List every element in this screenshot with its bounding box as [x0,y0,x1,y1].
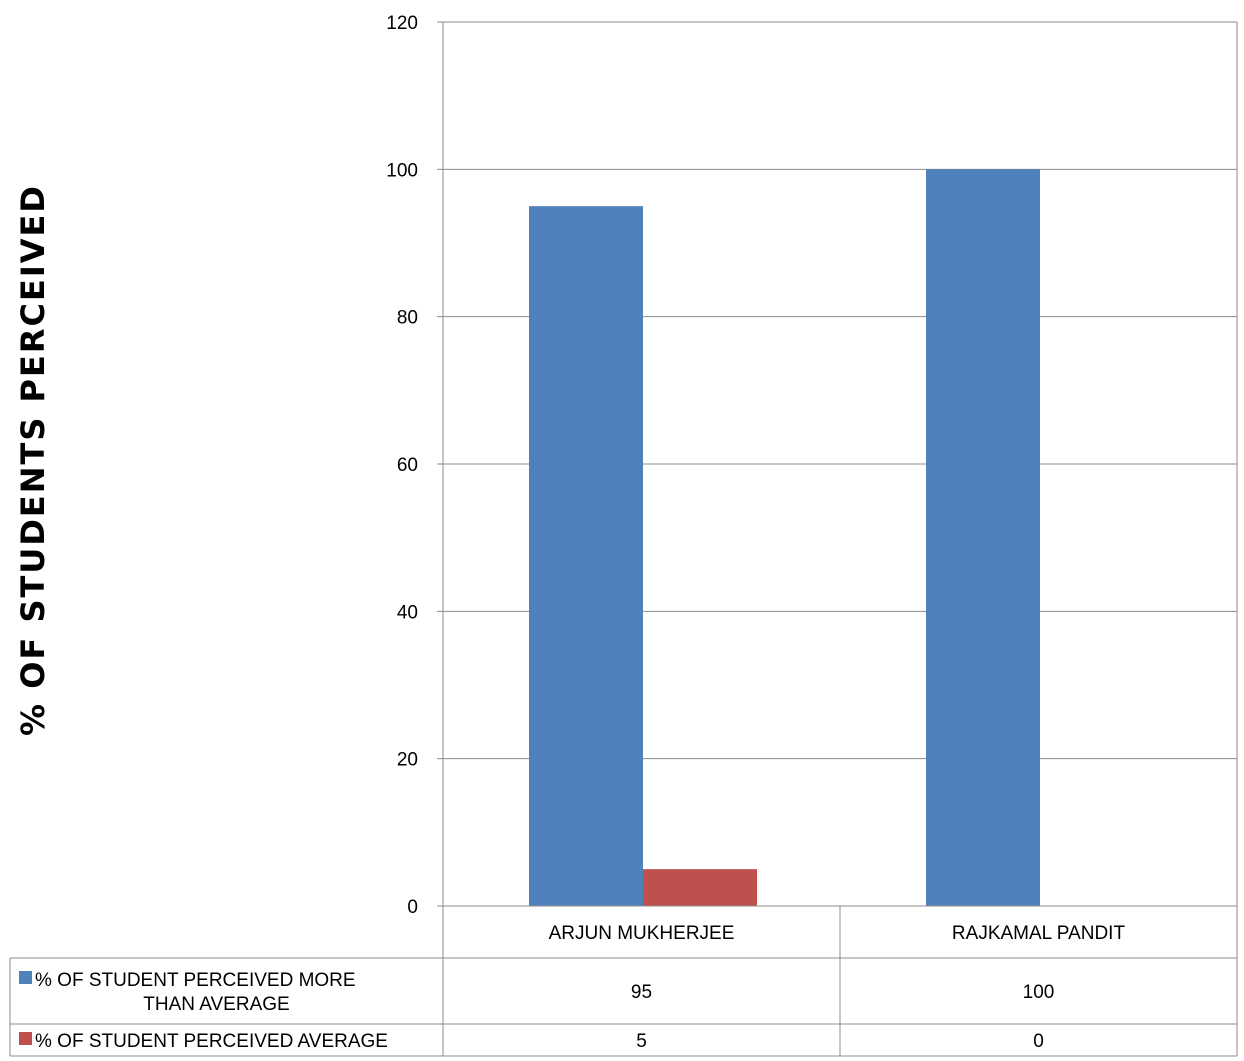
bars [529,169,1040,907]
legend-label: THAN AVERAGE [143,994,289,1015]
category-label: ARJUN MUKHERJEE [549,923,735,944]
data-table-value: 5 [636,1031,647,1052]
y-tick-label: 60 [397,455,418,476]
category-label: RAJKAMAL PANDIT [952,923,1126,944]
y-tick-label: 80 [397,308,418,329]
y-axis-ticks: 0 20 40 60 80 100 120 [386,13,418,918]
data-table-value: 0 [1033,1031,1044,1052]
data-table: ARJUN MUKHERJEE RAJKAMAL PANDIT % OF STUDE… [9,905,1238,1057]
legend-label: % OF STUDENT PERCEIVED MORE [35,970,356,991]
bar [643,869,757,906]
bar [529,206,643,906]
legend-label: % OF STUDENT PERCEIVED AVERAGE [35,1031,388,1052]
data-table-value: 100 [1023,982,1055,1003]
y-tick-label: 100 [386,160,418,181]
y-axis-label: % OF STUDENTS PERCEIVED [14,184,52,736]
legend-swatch [19,1032,32,1045]
y-tick-label: 40 [397,602,418,623]
y-tick-label: 120 [386,13,418,34]
bar [926,169,1040,907]
legend-swatch [19,971,32,984]
y-tick-label: 0 [407,897,418,918]
data-table-value: 95 [631,982,652,1003]
y-tick-label: 20 [397,750,418,771]
